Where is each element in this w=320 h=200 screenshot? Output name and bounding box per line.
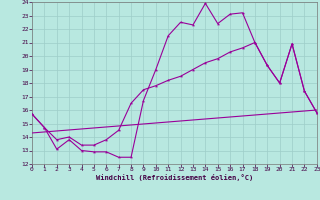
- X-axis label: Windchill (Refroidissement éolien,°C): Windchill (Refroidissement éolien,°C): [96, 174, 253, 181]
